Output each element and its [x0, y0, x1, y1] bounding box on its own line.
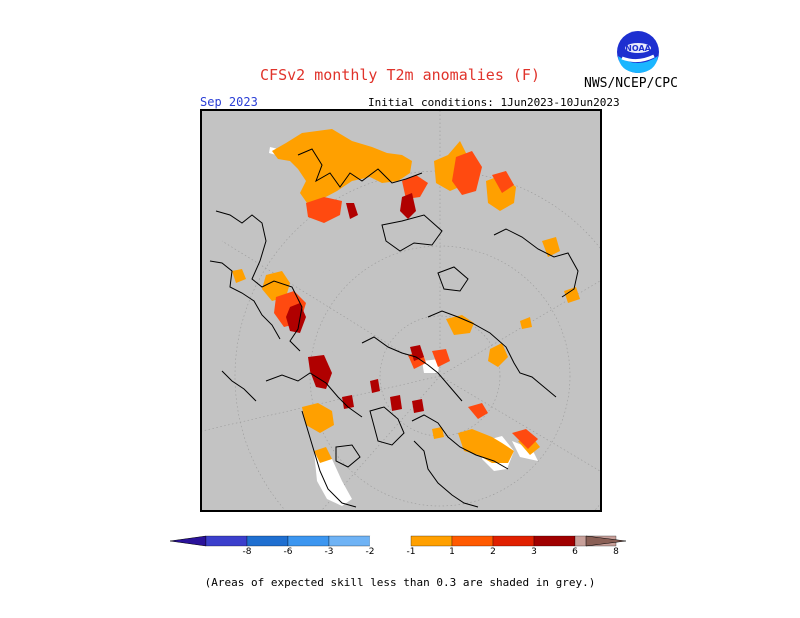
legend-colorbar	[170, 535, 627, 547]
legend-swatch	[369, 535, 412, 547]
coastlines	[209, 148, 579, 508]
chart-title: CFSv2 monthly T2m anomalies (F)	[260, 66, 540, 84]
noaa-logo-icon: NOAA	[616, 30, 660, 74]
legend-swatch	[287, 535, 330, 547]
legend-arrow-cold	[170, 535, 207, 547]
legend-swatch	[328, 535, 371, 547]
legend-tick-label: -6	[283, 547, 293, 557]
legend-tick-label: -8	[242, 547, 252, 557]
legend-tick-label: 2	[490, 547, 496, 557]
legend-tick-label: 6	[572, 547, 578, 557]
polar-map	[200, 109, 602, 512]
legend-tick-label: -3	[324, 547, 334, 557]
initial-conditions-label: Initial conditions: 1Jun2023-10Jun2023	[368, 96, 620, 109]
legend-tick-label: 1	[449, 547, 455, 557]
legend-swatch	[410, 535, 453, 547]
legend-swatch	[246, 535, 289, 547]
month-label: Sep 2023	[200, 95, 258, 109]
legend-swatch	[451, 535, 494, 547]
legend-swatch	[492, 535, 535, 547]
skill-footnote: (Areas of expected skill less than 0.3 a…	[204, 576, 596, 589]
legend-swatch	[533, 535, 576, 547]
anomaly-darkred	[286, 193, 424, 413]
legend-tick-label: -2	[365, 547, 375, 557]
agency-label: NWS/NCEP/CPC	[584, 76, 678, 91]
legend-tick-label: 3	[531, 547, 537, 557]
legend-tick-label: -1	[406, 547, 416, 557]
legend-arrow-warm	[585, 535, 627, 547]
svg-text:NOAA: NOAA	[625, 44, 651, 53]
legend-swatch	[205, 535, 248, 547]
legend-tick-label: 8	[613, 547, 619, 557]
graticule	[202, 111, 600, 510]
anomaly-orange	[232, 129, 580, 463]
